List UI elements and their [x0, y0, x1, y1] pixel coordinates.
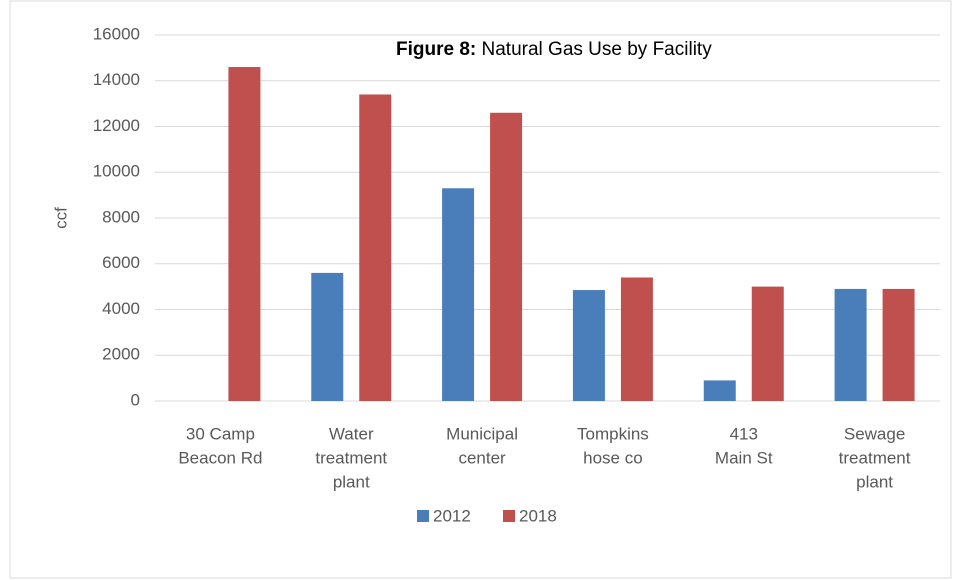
- x-tick-label: Main St: [715, 448, 773, 467]
- bar: [442, 188, 475, 401]
- x-tick-label: treatment: [839, 448, 911, 467]
- x-tick-label: Sewage: [844, 424, 905, 443]
- bar: [228, 67, 261, 402]
- y-tick-label: 16000: [93, 24, 140, 43]
- y-tick-label: 14000: [93, 70, 140, 89]
- x-tick-label: 413: [730, 424, 758, 443]
- x-tick-label: Water: [329, 424, 374, 443]
- bar: [359, 94, 392, 401]
- x-tick-label: Municipal: [446, 424, 518, 443]
- legend-label: 2018: [519, 506, 557, 525]
- x-tick-label: plant: [333, 472, 370, 491]
- y-tick-label: 10000: [93, 162, 140, 181]
- bar: [490, 112, 523, 402]
- legend-label: 2012: [433, 506, 471, 525]
- figure-label: Figure 8:: [396, 39, 476, 60]
- y-tick-label: 4000: [102, 299, 140, 318]
- y-tick-label: 2000: [102, 345, 140, 364]
- chart-title: Figure 8: Natural Gas Use by Facility: [396, 39, 712, 60]
- x-tick-label: center: [458, 448, 506, 467]
- bar: [620, 277, 653, 401]
- legend-swatch: [417, 510, 429, 522]
- x-tick-label: plant: [856, 472, 893, 491]
- y-tick-label: 0: [131, 390, 140, 409]
- bar: [834, 288, 867, 401]
- bar: [572, 290, 605, 401]
- x-tick-label: 30 Camp: [186, 424, 255, 443]
- y-axis-label: ccf: [51, 207, 70, 229]
- legend-swatch: [503, 510, 515, 522]
- bar: [882, 288, 915, 401]
- chart-border: [9, 0, 952, 579]
- y-tick-label: 8000: [102, 207, 140, 226]
- bar: [751, 286, 784, 401]
- bar: [311, 272, 344, 401]
- x-tick-label: treatment: [315, 448, 387, 467]
- title-text: Natural Gas Use by Facility: [482, 39, 713, 60]
- x-tick-label: Beacon Rd: [178, 448, 262, 467]
- x-tick-label: hose co: [583, 448, 643, 467]
- bar: [703, 380, 736, 401]
- y-tick-label: 12000: [93, 116, 140, 135]
- y-tick-label: 6000: [102, 253, 140, 272]
- x-tick-label: Tompkins: [577, 424, 649, 443]
